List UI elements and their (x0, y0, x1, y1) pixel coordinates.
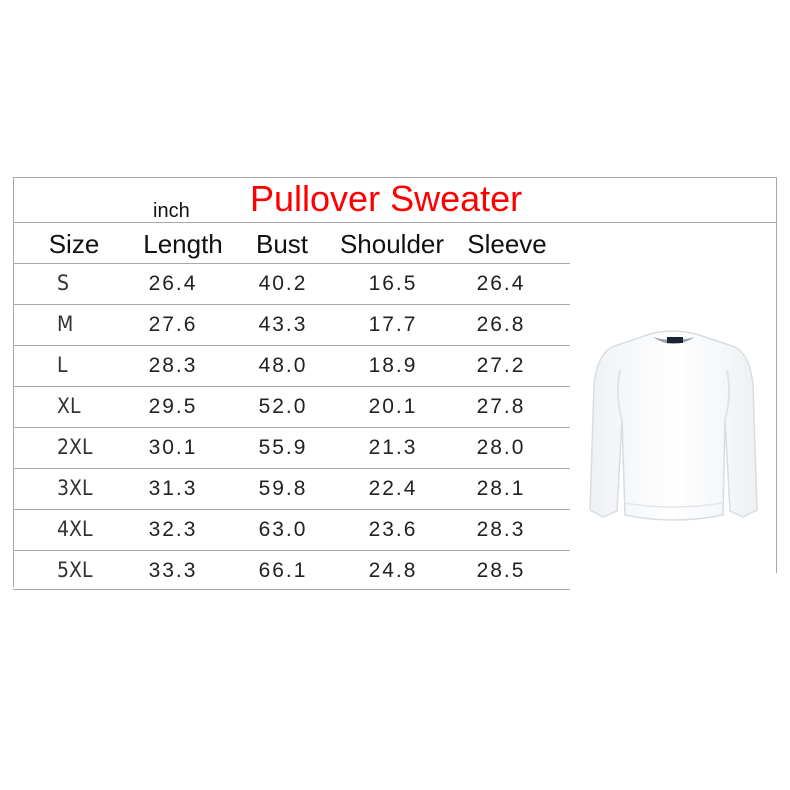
cell-bust: 40.2 (258, 272, 308, 295)
border-right (776, 177, 777, 573)
unit-label: inch (153, 200, 190, 222)
row-divider (13, 345, 570, 346)
cell-length: 26.4 (148, 272, 198, 295)
header-shoulder: Shoulder (339, 229, 445, 259)
table-row: 5XL 33.3 66.1 24.8 28.5 (13, 550, 570, 591)
cell-sleeve: 28.3 (476, 518, 526, 541)
header-bust: Bust (255, 229, 309, 259)
border-left (13, 177, 14, 587)
row-divider (13, 550, 570, 551)
cell-bust: 66.1 (258, 559, 308, 582)
cell-bust: 59.8 (258, 477, 308, 500)
row-divider (13, 589, 570, 590)
cell-sleeve: 26.8 (476, 313, 526, 336)
cell-shoulder: 22.4 (368, 477, 418, 500)
cell-size: XL (57, 394, 81, 418)
cell-shoulder: 21.3 (368, 436, 418, 459)
header-sleeve: Sleeve (467, 229, 547, 259)
cell-size: 3XL (57, 476, 93, 500)
cell-shoulder: 20.1 (368, 395, 418, 418)
cell-bust: 63.0 (258, 518, 308, 541)
table-row: M 27.6 43.3 17.7 26.8 (13, 304, 570, 345)
table-row: 4XL 32.3 63.0 23.6 28.3 (13, 509, 570, 550)
cell-bust: 55.9 (258, 436, 308, 459)
header-size: Size (48, 229, 100, 259)
cell-size: 5XL (57, 558, 93, 582)
table-row: 3XL 31.3 59.8 22.4 28.1 (13, 468, 570, 509)
cell-bust: 52.0 (258, 395, 308, 418)
cell-sleeve: 26.4 (476, 272, 526, 295)
cell-size: L (57, 353, 68, 377)
cell-length: 31.3 (148, 477, 198, 500)
row-divider (13, 509, 570, 510)
cell-sleeve: 28.1 (476, 477, 526, 500)
sweater-image (589, 330, 758, 521)
table-row: 2XL 30.1 55.9 21.3 28.0 (13, 427, 570, 468)
cell-bust: 48.0 (258, 354, 308, 377)
row-divider (13, 427, 570, 428)
cell-length: 28.3 (148, 354, 198, 377)
cell-sleeve: 27.2 (476, 354, 526, 377)
cell-shoulder: 18.9 (368, 354, 418, 377)
cell-size: S (57, 271, 70, 295)
table-row: XL 29.5 52.0 20.1 27.8 (13, 386, 570, 427)
cell-length: 32.3 (148, 518, 198, 541)
cell-size: 2XL (57, 435, 93, 459)
title-divider (13, 222, 777, 223)
border-top (13, 177, 777, 178)
row-divider (13, 468, 570, 469)
cell-size: 4XL (57, 517, 93, 541)
cell-sleeve: 28.5 (476, 559, 526, 582)
table-row: S 26.4 40.2 16.5 26.4 (13, 263, 570, 304)
cell-length: 33.3 (148, 559, 198, 582)
row-divider (13, 304, 570, 305)
cell-shoulder: 23.6 (368, 518, 418, 541)
table-row: L 28.3 48.0 18.9 27.2 (13, 345, 570, 386)
cell-shoulder: 16.5 (368, 272, 418, 295)
cell-sleeve: 27.8 (476, 395, 526, 418)
cell-length: 30.1 (148, 436, 198, 459)
cell-size: M (57, 312, 74, 336)
cell-shoulder: 17.7 (368, 313, 418, 336)
cell-shoulder: 24.8 (368, 559, 418, 582)
cell-length: 27.6 (148, 313, 198, 336)
row-divider (13, 386, 570, 387)
header-divider (13, 263, 570, 264)
cell-sleeve: 28.0 (476, 436, 526, 459)
chart-title: Pullover Sweater (250, 178, 523, 219)
cell-length: 29.5 (148, 395, 198, 418)
cell-bust: 43.3 (258, 313, 308, 336)
header-length: Length (143, 229, 223, 259)
